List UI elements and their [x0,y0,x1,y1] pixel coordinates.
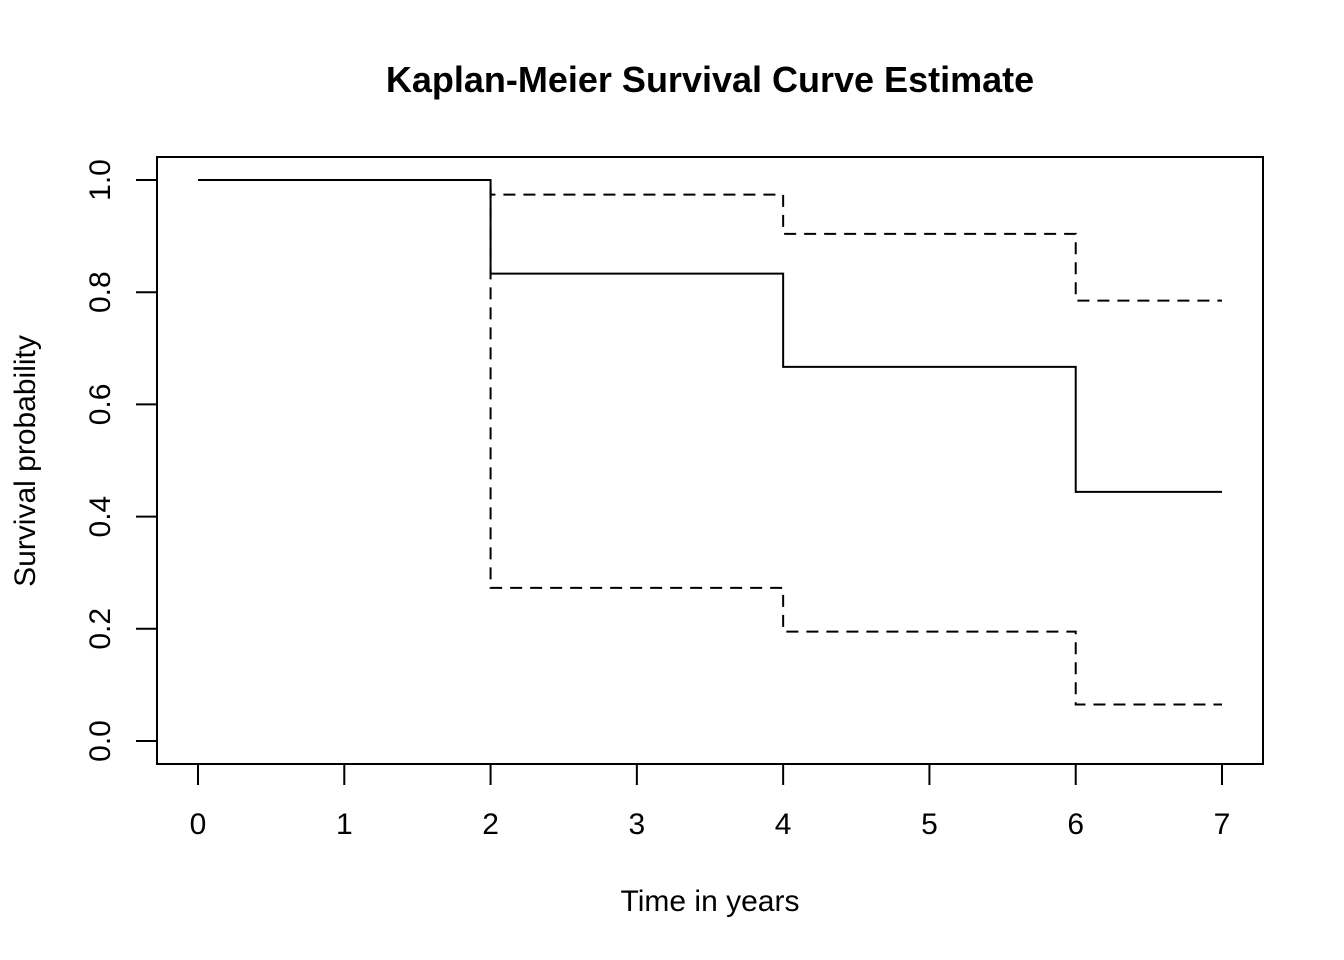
plot-frame [156,156,1264,765]
x-tick-label-5: 5 [921,808,938,841]
y-tick-label-0: 0.0 [84,720,117,762]
y-tick-label-3: 0.6 [84,384,117,426]
y-tick-label-4: 0.8 [84,271,117,313]
x-tick-label-6: 6 [1067,808,1084,841]
series-layer [198,179,1222,706]
x-axis-label: Time in years [621,885,800,918]
x-tick-label-1: 1 [336,808,353,841]
x-tick-label-4: 4 [775,808,792,841]
y-axis: 0.0 0.2 0.4 0.6 0.8 1.0 [84,159,157,762]
x-tick-label-0: 0 [190,808,207,841]
y-axis-label: Survival probability [9,335,42,587]
y-tick-label-2: 0.4 [84,496,117,538]
survival-curve-line-0 [198,179,1222,493]
y-tick-label-5: 1.0 [84,159,117,201]
x-tick-label-3: 3 [629,808,646,841]
x-tick-label-2: 2 [482,808,499,841]
chart-title: Kaplan-Meier Survival Curve Estimate [386,59,1034,100]
x-tick-label-7: 7 [1214,808,1231,841]
confidence-band-line-1 [198,179,1222,302]
y-tick-label-1: 0.2 [84,608,117,650]
x-axis: 0 1 2 3 4 5 6 7 [190,764,1231,841]
confidence-band-line-2 [198,179,1222,706]
